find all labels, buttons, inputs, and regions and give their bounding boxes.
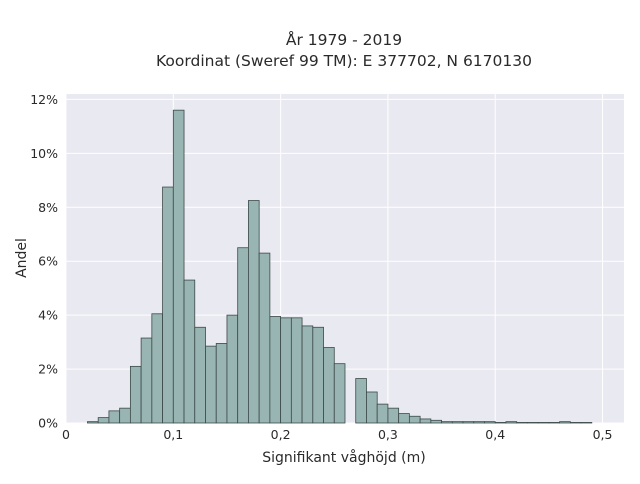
- histogram-bar: [527, 422, 539, 424]
- histogram-bar: [226, 314, 239, 424]
- histogram-bar: [419, 418, 432, 424]
- histogram-bars: [87, 109, 593, 424]
- y-tick-label: 6%: [38, 254, 58, 269]
- y-tick-label: 8%: [38, 200, 58, 215]
- histogram-bar: [451, 421, 464, 424]
- y-tick-label: 4%: [38, 308, 58, 323]
- histogram-bar: [97, 417, 110, 424]
- histogram-bar: [408, 415, 421, 424]
- histogram-bar: [569, 422, 582, 424]
- histogram-bar: [548, 422, 561, 424]
- x-tick-label: 0,1: [163, 427, 183, 442]
- chart-title-line-1: År 1979 - 2019: [286, 30, 402, 49]
- histogram-bar: [108, 410, 121, 424]
- histogram-bar: [516, 422, 528, 424]
- histogram-bar: [537, 422, 550, 424]
- histogram-bar: [183, 279, 196, 424]
- histogram-bar: [312, 326, 324, 424]
- x-tick-label: 0: [62, 427, 70, 442]
- histogram-bar: [194, 326, 206, 424]
- histogram-bar: [559, 421, 571, 424]
- histogram-bar: [258, 252, 271, 424]
- histogram-bar: [484, 421, 496, 424]
- histogram-bar: [398, 413, 410, 424]
- histogram-bar: [462, 421, 475, 424]
- histogram-bar: [494, 422, 507, 424]
- x-tick-label: 0,5: [593, 427, 613, 442]
- histogram-bar: [387, 407, 400, 424]
- histogram-bar: [580, 422, 593, 424]
- histogram-bar: [162, 186, 174, 424]
- y-axis-label: Andel: [14, 238, 30, 278]
- histogram-bar: [376, 403, 389, 424]
- histogram-bar: [151, 313, 163, 424]
- histogram-bar: [215, 343, 228, 424]
- x-tick-label: 0,4: [485, 427, 505, 442]
- axis-ticks: 0 0,1 0,2 0,3 0,4 0,5 0% 2% 4% 6% 8% 10% 12%: [30, 92, 612, 442]
- histogram-bar: [290, 317, 303, 424]
- histogram-bar: [280, 317, 292, 424]
- histogram-bar: [333, 363, 346, 424]
- histogram-bar: [205, 345, 217, 424]
- histogram-bar: [301, 325, 314, 424]
- x-tick-label: 0,2: [271, 427, 291, 442]
- histogram-bar: [430, 419, 442, 424]
- histogram-bar: [473, 421, 485, 424]
- chart-title-line-2: Koordinat (Sweref 99 TM): E 377702, N 61…: [156, 52, 532, 70]
- histogram-bar: [119, 407, 131, 424]
- x-tick-label: 0,3: [378, 427, 398, 442]
- x-axis-label: Signifikant våghöjd (m): [262, 449, 425, 466]
- histogram-bar: [237, 247, 249, 424]
- histogram-bar: [129, 365, 142, 424]
- histogram-bar: [366, 391, 378, 424]
- histogram-bar: [248, 200, 260, 424]
- histogram-bar: [140, 337, 153, 424]
- y-tick-label: 2%: [38, 362, 58, 377]
- histogram-bar: [323, 347, 335, 424]
- y-tick-label: 0%: [38, 416, 58, 431]
- y-tick-label: 10%: [30, 146, 58, 161]
- histogram-bar: [441, 421, 453, 424]
- histogram-bar: [87, 421, 99, 424]
- y-tick-label: 12%: [30, 92, 58, 107]
- histogram-bar: [269, 316, 282, 424]
- histogram-bar: [505, 421, 518, 424]
- histogram-bar: [172, 109, 185, 424]
- histogram-bar: [355, 378, 367, 424]
